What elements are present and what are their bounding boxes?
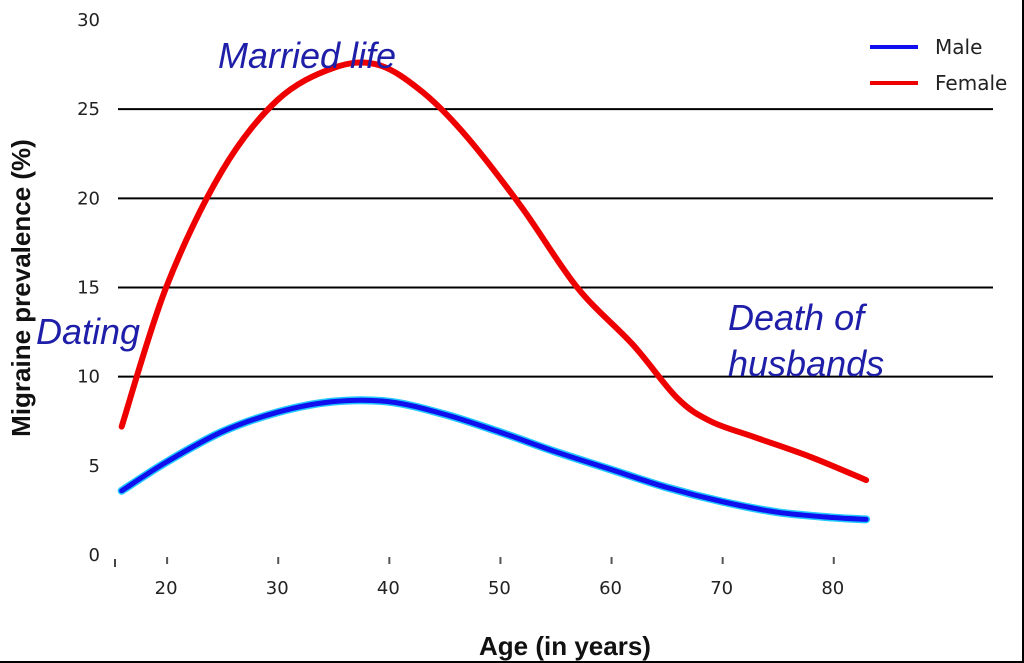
x-tick-label: 50 bbox=[488, 578, 511, 599]
series-lines bbox=[117, 59, 871, 524]
frame-right-border bbox=[1022, 0, 1024, 663]
annotation-dating: Dating bbox=[36, 311, 140, 352]
y-tick-label: 30 bbox=[77, 10, 100, 31]
x-tick-label: 30 bbox=[266, 578, 289, 599]
annotation-death-of: Death of bbox=[728, 297, 868, 338]
y-tick-label: 20 bbox=[77, 188, 100, 209]
legend: Male Female bbox=[870, 35, 1007, 95]
annotation-husbands: husbands bbox=[728, 343, 884, 384]
y-axis-label: Migraine prevalence (%) bbox=[6, 139, 36, 437]
x-tick-label: 20 bbox=[155, 578, 178, 599]
x-tick-label: 60 bbox=[599, 578, 622, 599]
y-tick-label: 0 bbox=[89, 545, 100, 566]
x-tick-label: 80 bbox=[821, 578, 844, 599]
y-tick-label: 25 bbox=[77, 99, 100, 120]
x-tick-label: 40 bbox=[377, 578, 400, 599]
y-tick-label: 5 bbox=[89, 456, 100, 477]
frame-bottom-border bbox=[0, 661, 1024, 663]
y-tick-labels: 0 5 10 15 20 25 30 bbox=[77, 10, 100, 566]
y-tick-label: 15 bbox=[77, 278, 100, 299]
gridlines bbox=[118, 108, 993, 378]
legend-label-male: Male bbox=[935, 35, 982, 59]
x-tick-label: 70 bbox=[710, 578, 733, 599]
series-line-male-glow bbox=[117, 396, 871, 524]
x-tick-labels: 20304050607080100 bbox=[114, 557, 844, 599]
y-tick-label: 10 bbox=[77, 367, 100, 388]
series-line-male bbox=[119, 397, 869, 522]
annotation-married-life: Married life bbox=[218, 35, 396, 76]
legend-label-female: Female bbox=[935, 71, 1007, 95]
series-line-female bbox=[118, 59, 870, 484]
x-axis-label: Age (in years) bbox=[479, 631, 651, 661]
